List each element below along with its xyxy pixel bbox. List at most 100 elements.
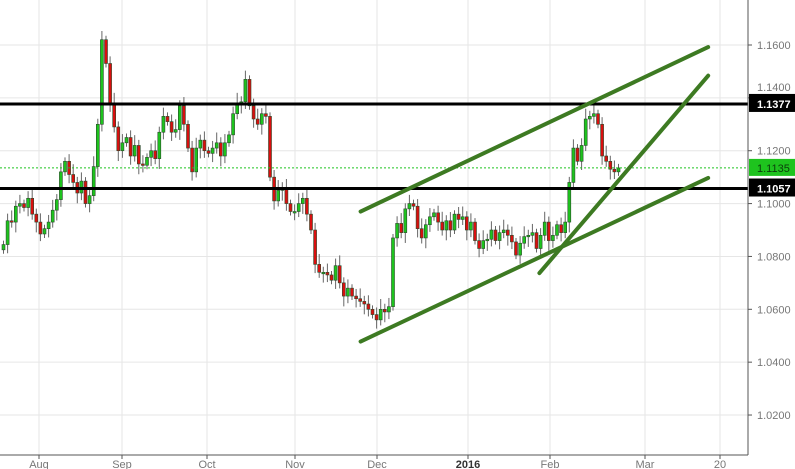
candle-down xyxy=(575,147,580,162)
candle-down xyxy=(317,264,322,273)
candle-down xyxy=(182,105,186,125)
candle-down xyxy=(202,139,207,152)
candle-up xyxy=(1,244,6,251)
candle-down xyxy=(411,203,416,207)
candle-up xyxy=(54,199,59,211)
y-tick-label: 1.1000 xyxy=(757,199,791,211)
candle-down xyxy=(71,174,75,183)
candle-down xyxy=(546,221,551,241)
candle-down xyxy=(268,116,272,178)
candle-up xyxy=(157,131,162,159)
trendlines xyxy=(358,45,711,344)
candle-up xyxy=(259,113,264,125)
y-tick-label: 1.1600 xyxy=(757,40,791,52)
candle-up xyxy=(292,211,297,214)
candle-down xyxy=(38,221,43,235)
candle-up xyxy=(198,139,203,149)
candle-up xyxy=(178,105,182,130)
candle-up xyxy=(469,221,473,231)
candle-down xyxy=(112,102,116,128)
candle-down xyxy=(612,168,617,173)
x-tick-label: Dec xyxy=(367,459,387,469)
x-tick-label: Nov xyxy=(285,459,305,469)
candle-down xyxy=(370,308,375,315)
candle-down xyxy=(382,308,387,313)
candle-down xyxy=(116,126,121,152)
candle-up xyxy=(481,240,486,249)
candle-down xyxy=(325,271,330,276)
y-tick-label: 1.1200 xyxy=(757,146,791,158)
candle-up xyxy=(161,116,166,133)
candle-down xyxy=(128,137,133,157)
candle-up xyxy=(321,271,326,275)
candle-down xyxy=(341,282,346,297)
candle-down xyxy=(284,187,289,204)
candle-up xyxy=(518,242,522,256)
candle-down xyxy=(358,298,363,302)
candle-up xyxy=(243,79,248,103)
candle-down xyxy=(305,197,309,215)
candle-down xyxy=(9,220,14,223)
candle-down xyxy=(165,116,170,122)
candle-down xyxy=(219,142,223,157)
candle-up xyxy=(432,212,436,218)
candle-up xyxy=(333,265,338,281)
candle-up xyxy=(460,216,465,220)
candle-up xyxy=(59,171,63,200)
candle-up xyxy=(63,160,67,173)
candle-up xyxy=(276,190,281,202)
candle-up xyxy=(46,221,51,229)
candle-up xyxy=(387,306,391,313)
candle-down xyxy=(247,79,252,107)
candle-down xyxy=(604,155,609,162)
candle-down xyxy=(137,145,141,165)
candle-down xyxy=(534,232,539,249)
candle-up xyxy=(592,113,596,117)
x-tick-label: Aug xyxy=(29,459,49,469)
candle-up xyxy=(485,238,490,242)
candle-down xyxy=(473,221,477,241)
x-tick-label: 20 xyxy=(714,459,726,469)
candle-up xyxy=(26,197,30,208)
candle-up xyxy=(555,224,559,236)
levels xyxy=(0,102,748,191)
candle-up xyxy=(87,195,92,204)
candle-up xyxy=(300,197,305,204)
candle-down xyxy=(30,197,35,215)
candle-up xyxy=(100,39,104,125)
level-price-badge xyxy=(749,93,795,112)
candle-down xyxy=(22,203,26,208)
candle-down xyxy=(448,220,453,231)
candle-down xyxy=(354,295,358,300)
candle-up xyxy=(428,216,432,226)
candle-down xyxy=(596,113,600,125)
candle-up xyxy=(497,232,502,241)
candle-down xyxy=(493,229,498,241)
candle-down xyxy=(600,123,604,157)
y-tick-label: 1.1400 xyxy=(757,82,791,94)
x-tick-label: Oct xyxy=(198,459,215,469)
y-tick-label: 1.0600 xyxy=(757,304,791,316)
candle-down xyxy=(83,180,88,204)
candle-up xyxy=(530,232,535,236)
candle-down xyxy=(464,216,469,231)
trendline xyxy=(358,45,711,214)
candle-up xyxy=(132,145,137,157)
candle-up xyxy=(210,147,215,154)
candle-down xyxy=(264,113,268,117)
candle-up xyxy=(214,142,219,149)
candle-down xyxy=(104,39,108,64)
candle-up xyxy=(231,113,235,136)
candle-up xyxy=(395,223,399,239)
candle-up xyxy=(173,129,178,133)
level-price-label: 1.1377 xyxy=(757,99,791,111)
trendline xyxy=(537,73,711,276)
current-price-label: 1.1135 xyxy=(757,163,790,175)
candle-down xyxy=(251,105,256,120)
candle-up xyxy=(563,221,568,233)
candle-down xyxy=(366,303,371,310)
candle-down xyxy=(608,160,613,170)
candle-down xyxy=(190,147,194,173)
candle-up xyxy=(378,308,383,321)
